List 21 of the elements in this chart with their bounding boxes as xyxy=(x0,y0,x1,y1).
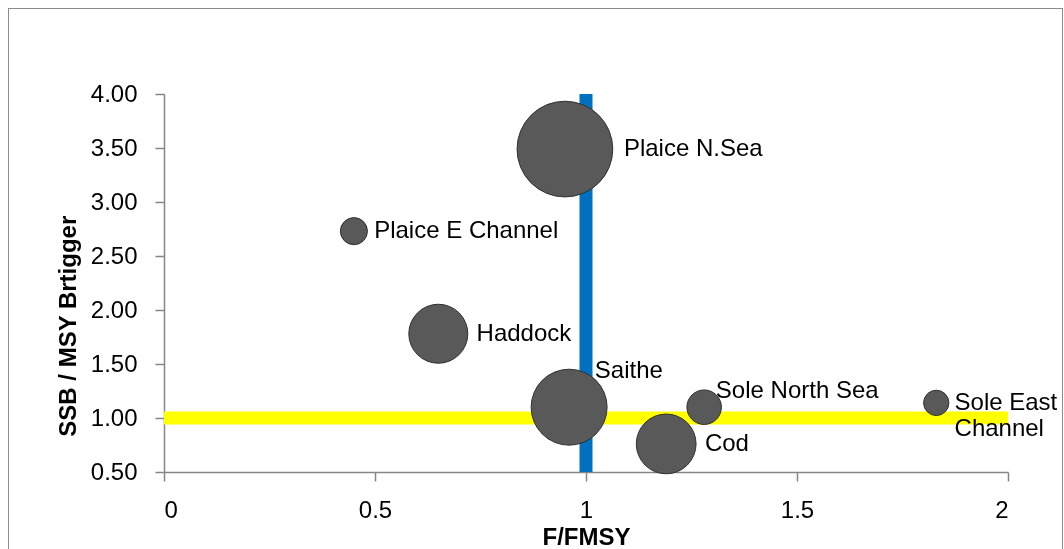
y-tick-label: 2.50 xyxy=(90,241,138,269)
series-label: Haddock xyxy=(476,318,573,346)
x-tick-label: 0 xyxy=(164,495,178,523)
y-tick-label: 3.50 xyxy=(90,133,138,161)
series-label: Plaice E Channel xyxy=(374,216,559,244)
x-tick-label: 1.5 xyxy=(780,495,815,523)
y-tick-label: 2.00 xyxy=(90,295,138,323)
y-axis-title: SSB / MSY Brtigger xyxy=(53,215,81,437)
x-tick-label: 0.5 xyxy=(358,495,393,523)
x-axis-title: F/FMSY xyxy=(542,522,631,549)
x-tick-label: 2 xyxy=(995,495,1009,523)
series-label: Sole North Sea xyxy=(715,375,880,403)
y-tick-label: 3.00 xyxy=(90,187,138,215)
y-tick-label: 0.50 xyxy=(90,457,138,485)
series-label: Saithe xyxy=(594,355,663,383)
y-tick-label: 4.00 xyxy=(90,79,138,107)
y-tick-label: 1.50 xyxy=(90,349,138,377)
series-label: Plaice N.Sea xyxy=(623,134,764,162)
series-label: Cod xyxy=(704,428,749,456)
y-tick-label: 1.00 xyxy=(90,403,138,431)
x-tick-label: 1 xyxy=(579,495,594,523)
